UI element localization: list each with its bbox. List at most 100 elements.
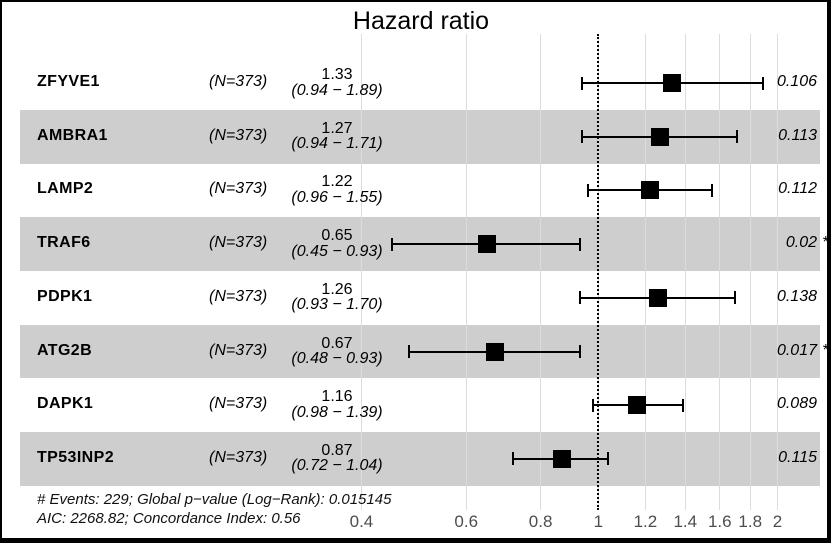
ci-cap-right xyxy=(734,291,737,305)
sample-size-label: (N=373) xyxy=(209,395,268,413)
estimate-value: 1.33 xyxy=(321,66,353,83)
sample-size-label: (N=373) xyxy=(209,448,268,466)
x-gridline xyxy=(684,34,686,510)
gene-label: ATG2B xyxy=(37,341,93,359)
ci-range: (0.94 − 1.71) xyxy=(291,135,383,153)
gene-label: TRAF6 xyxy=(37,234,91,252)
p-value-text: 0.112 xyxy=(778,180,817,198)
x-axis-tick-label: 1.4 xyxy=(673,512,698,531)
ci-cap-right xyxy=(578,237,581,251)
ci-cap-right xyxy=(578,345,581,358)
p-value-label: 0.115 xyxy=(778,449,817,467)
gene-label: LAMP2 xyxy=(37,180,94,198)
p-value-text: 0.089 xyxy=(776,395,817,413)
estimate-ci-label: 1.33 (0.94 − 1.89) xyxy=(291,67,382,98)
sample-size-label: (N=373) xyxy=(209,341,268,359)
gene-label: DAPK1 xyxy=(37,395,94,413)
estimate-square-marker xyxy=(485,342,504,361)
estimate-square-marker xyxy=(640,181,659,200)
sample-size-label: (N=373) xyxy=(209,234,268,252)
p-value-text: 0.115 xyxy=(778,448,817,466)
ci-cap-right xyxy=(607,452,610,466)
p-value-label: 0.113 xyxy=(778,127,817,145)
gene-label: PDPK1 xyxy=(37,287,93,305)
ci-cap-left xyxy=(581,76,584,90)
estimate-square-marker xyxy=(663,74,682,92)
sample-size-label: (N=373) xyxy=(209,180,268,198)
x-axis-tick-label: 2 xyxy=(772,512,783,531)
x-gridline xyxy=(749,34,751,510)
ci-cap-right xyxy=(735,130,738,144)
p-value-label: 0.106 xyxy=(777,73,817,91)
p-value-text: 0.113 xyxy=(778,126,817,144)
x-gridline xyxy=(360,34,362,510)
footer-line-aic: AIC: 2268.82; Concordance Index: 0.56 xyxy=(37,510,301,527)
gene-label: ZFYVE1 xyxy=(37,73,100,90)
ci-cap-left xyxy=(586,183,589,197)
x-axis-tick-label: 1.8 xyxy=(738,512,763,531)
p-value-text: 0.138 xyxy=(776,287,817,305)
ci-range: (0.45 − 0.93) xyxy=(291,242,383,260)
x-gridline xyxy=(540,34,542,510)
x-gridline xyxy=(465,34,467,510)
p-value-text: 0.106 xyxy=(776,73,817,90)
p-value-label: 0.089 xyxy=(777,395,817,413)
p-value-label: 0.112 xyxy=(778,180,817,198)
p-value-text: 0.02 xyxy=(785,234,817,252)
x-gridline xyxy=(644,34,646,510)
estimate-ci-label: 0.67 (0.48 − 0.93) xyxy=(291,334,383,367)
estimate-square-marker xyxy=(651,127,670,146)
estimate-value: 0.67 xyxy=(321,334,353,352)
footer-line-events: # Events: 229; Global p−value (Log−Rank)… xyxy=(37,491,392,508)
estimate-value: 1.22 xyxy=(321,173,353,191)
estimate-value: 0.87 xyxy=(321,441,353,459)
footer-stats: # Events: 229; Global p−value (Log−Rank)… xyxy=(37,490,391,528)
gene-label: TP53INP2 xyxy=(37,448,115,466)
p-value-label: 0.017 * xyxy=(776,341,828,360)
row-shading-band xyxy=(20,432,820,486)
x-axis-tick-label: 0.8 xyxy=(528,512,553,531)
ci-cap-left xyxy=(390,237,393,251)
estimate-value: 1.27 xyxy=(321,119,353,137)
estimate-ci-label: 0.65 (0.45 − 0.93) xyxy=(291,228,382,259)
estimate-ci-label: 1.27 (0.94 − 1.71) xyxy=(291,119,383,153)
sample-size-label: (N=373) xyxy=(209,126,268,144)
estimate-square-marker xyxy=(649,288,668,307)
ci-range: (0.94 − 1.89) xyxy=(291,81,383,99)
x-gridline xyxy=(776,34,778,510)
estimate-square-marker xyxy=(627,396,646,415)
ci-cap-right xyxy=(710,183,713,197)
p-value-text: 0.017 xyxy=(776,341,817,359)
ci-range: (0.48 − 0.93) xyxy=(291,350,383,367)
x-axis-tick-label: 0.6 xyxy=(454,512,479,531)
x-gridline xyxy=(719,34,721,510)
ci-cap-left xyxy=(512,452,515,466)
ci-cap-right xyxy=(761,76,764,90)
estimate-ci-label: 1.26 (0.93 − 1.70) xyxy=(291,282,382,313)
ci-cap-left xyxy=(592,398,595,412)
estimate-ci-label: 0.87 (0.72 − 1.04) xyxy=(291,443,382,474)
ci-range: (0.98 − 1.39) xyxy=(291,403,383,421)
x-axis-tick-label: 0.4 xyxy=(349,512,374,531)
sample-size-label: (N=373) xyxy=(209,287,268,305)
p-value-label: 0.02 * xyxy=(785,234,828,252)
estimate-square-marker xyxy=(553,449,572,468)
estimate-value: 1.26 xyxy=(321,280,353,298)
gene-label: AMBRA1 xyxy=(37,126,108,144)
x-axis-tick-label: 1.2 xyxy=(633,512,658,531)
estimate-ci-label: 1.22 (0.96 − 1.55) xyxy=(291,174,382,205)
p-value-label: 0.138 xyxy=(777,288,817,306)
x-axis-tick-label: 1 xyxy=(593,512,604,531)
reference-line xyxy=(597,34,600,510)
chart-title: Hazard ratio xyxy=(352,7,490,35)
ci-cap-left xyxy=(407,345,410,358)
significance-asterisk: * xyxy=(822,234,829,252)
ci-range: (0.93 − 1.70) xyxy=(291,296,383,314)
estimate-value: 0.65 xyxy=(321,227,353,245)
x-axis-tick-label: 1.6 xyxy=(707,512,732,531)
sample-size-label: (N=373) xyxy=(209,73,268,90)
ci-cap-right xyxy=(682,398,685,412)
ci-range: (0.72 − 1.04) xyxy=(291,457,383,475)
ci-cap-left xyxy=(578,291,581,305)
